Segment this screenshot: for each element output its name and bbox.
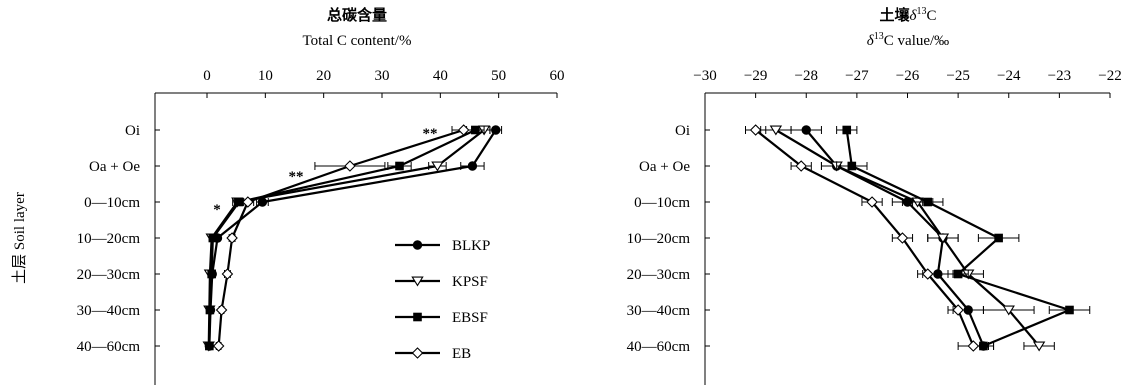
right-chart-title: 土壤δ13C [879,6,936,24]
x-tick-label: −22 [1098,68,1121,84]
x-tick-label: 0 [203,68,211,84]
y-tick-label-0-10cm: 0—10cm [634,195,690,211]
data-point-ebsf [953,269,963,279]
x-tick-label: −30 [693,68,716,84]
data-point-eb [866,196,878,208]
y-tick-label-40-60cm: 40—60cm [77,339,141,355]
y-tick-label-oa-oe: Oa + Oe [89,159,140,175]
legend-item-eb: EB [395,346,471,362]
data-point-ebsf [208,233,218,243]
data-point-kpsf [431,161,444,172]
y-tick-label-20-30cm: 20—30cm [77,267,141,283]
y-tick-label-20-30cm: 20—30cm [627,267,691,283]
series-line-eb [217,128,464,347]
y-tick-label-30-40cm: 30—40cm [77,303,141,319]
legend-label: EB [452,346,471,362]
data-point-eb [749,124,762,136]
data-point-ebsf [847,161,857,171]
y-axis-label: 土层 Soil layer [11,192,28,284]
x-tick-label: 10 [258,68,273,84]
right-chart-panel: −30 −29 −28 −27 −26 −25 −24 −23 −22 Oi Oa + Oe 0—10… [627,68,1122,385]
x-tick-label: 20 [316,68,331,84]
x-tick-label: −24 [997,68,1021,84]
significance-annotation: ** [423,126,438,142]
legend-marker-kpsf [411,276,424,287]
left-chart-panel: 0 10 20 30 40 50 60 Oi Oa + Oe 0—10cm 10—20cm 20—30… [77,68,565,385]
x-tick-label: −28 [795,68,818,84]
significance-annotation: * [213,202,221,218]
legend-item-ebsf: EBSF [395,310,488,326]
legend-label: BLKP [452,238,490,254]
series-eb [745,124,989,352]
data-point-eb [215,304,228,316]
y-tick-label-10-20cm: 10—20cm [627,231,691,247]
data-point-eb [344,160,356,172]
x-tick-label: −23 [1048,68,1071,84]
legend-label: EBSF [452,310,488,326]
data-point-ebsf [207,269,216,279]
data-point-ebsf [923,197,933,207]
data-point-eb [221,268,234,280]
data-point-eb [212,340,225,352]
data-point-eb [967,340,980,352]
legend-label: KPSF [452,274,488,290]
data-point-eb [795,160,807,172]
data-point-blkp [801,125,811,135]
x-tick-label: −29 [744,68,767,84]
data-point-blkp [491,125,501,135]
data-point-eb [921,268,934,280]
y-tick-label-30-40cm: 30—40cm [627,303,691,319]
left-chart-title: 总碳含量 [327,6,387,24]
series-kpsf [202,125,491,352]
x-tick-label: −26 [896,68,920,84]
x-tick-label: −27 [845,68,869,84]
data-point-eb [896,232,909,244]
data-point-ebsf [205,341,214,351]
legend-marker-ebsf [413,312,422,322]
data-point-blkp [467,161,478,171]
legend-item-blkp: BLKP [395,238,490,254]
legend-item-kpsf: KPSF [395,274,488,290]
left-axis-title: Total C content/% [303,33,412,49]
series-ebsf [205,125,485,351]
y-tick-label-40-60cm: 40—60cm [627,339,691,355]
data-point-kpsf [1032,341,1046,352]
y-tick-label-oa-oe: Oa + Oe [639,159,690,175]
right-axis-title: δ13C value/‰ [867,31,949,49]
y-tick-label-10-20cm: 10—20cm [77,231,141,247]
x-tick-label: 50 [491,68,506,84]
data-point-ebsf [395,161,404,171]
series-ebsf [836,125,1091,351]
data-point-eb [242,196,254,208]
y-tick-label-0-10cm: 0—10cm [84,195,140,211]
legend-marker-eb [411,347,424,359]
y-tick-label-oi: Oi [675,123,690,139]
series-eb [212,124,476,352]
data-point-eb [952,304,964,316]
x-tick-label: 60 [550,68,565,84]
y-tick-label-oi: Oi [125,123,140,139]
data-point-ebsf [994,233,1003,243]
x-tick-label: −25 [946,68,969,84]
data-point-kpsf [769,125,783,136]
data-point-eb [226,232,238,244]
legend: BLKP KPSF EBSF EB [395,238,490,362]
significance-annotation: ** [289,169,304,185]
data-point-ebsf [1065,305,1074,315]
x-tick-label: 30 [375,68,390,84]
data-point-kpsf [936,233,950,244]
data-point-kpsf [1002,305,1015,316]
x-tick-label: 40 [433,68,448,84]
data-point-ebsf [205,305,215,315]
legend-marker-blkp [412,240,423,250]
data-point-eb [457,124,470,136]
data-point-ebsf [842,125,852,135]
